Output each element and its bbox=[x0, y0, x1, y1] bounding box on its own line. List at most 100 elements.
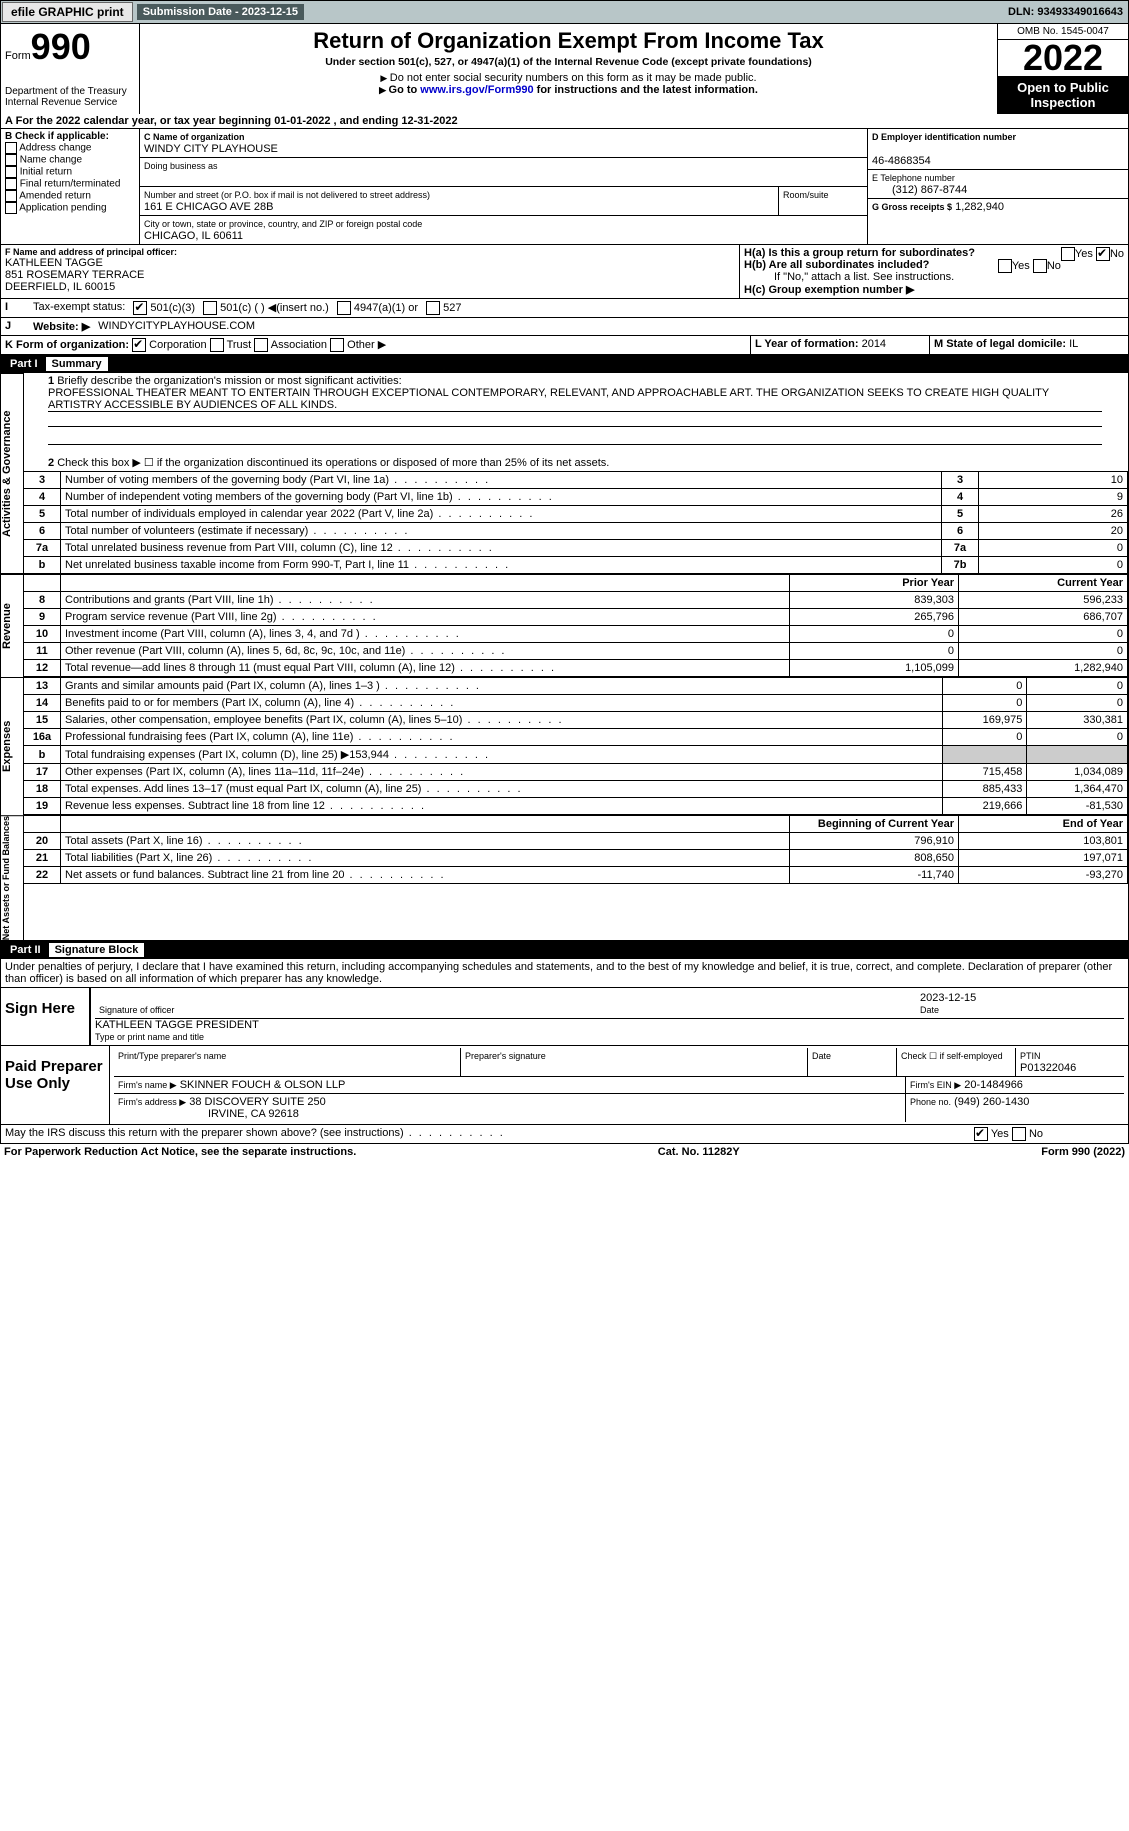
top-bar: efile GRAPHIC print Submission Date - 20… bbox=[0, 0, 1129, 24]
discuss-no-checkbox[interactable] bbox=[1012, 1127, 1026, 1141]
signature-block: Under penalties of perjury, I declare th… bbox=[0, 959, 1129, 1144]
name-label: C Name of organization bbox=[144, 132, 245, 142]
form-org-label: K Form of organization: bbox=[5, 339, 129, 351]
block-b-label: B Check if applicable: bbox=[5, 131, 135, 142]
form-title: Return of Organization Exempt From Incom… bbox=[144, 28, 993, 54]
room-label: Room/suite bbox=[783, 190, 829, 200]
firm-phone-label: Phone no. bbox=[910, 1097, 951, 1107]
officer-name: KATHLEEN TAGGE bbox=[5, 257, 735, 269]
form-number: 990 bbox=[31, 26, 91, 67]
checkbox[interactable] bbox=[5, 154, 17, 166]
k-other-checkbox[interactable] bbox=[330, 338, 344, 352]
k-trust-checkbox[interactable] bbox=[210, 338, 224, 352]
checkbox[interactable] bbox=[5, 178, 17, 190]
ein-label: D Employer identification number bbox=[872, 132, 1016, 142]
hb-yes-checkbox[interactable] bbox=[998, 259, 1012, 273]
tab-netassets: Net Assets or Fund Balances bbox=[1, 815, 24, 940]
tab-expenses: Expenses bbox=[1, 677, 24, 815]
sig-date-label: Date bbox=[920, 1005, 939, 1015]
irs-link[interactable]: www.irs.gov/Form990 bbox=[420, 84, 533, 96]
checkbox[interactable] bbox=[5, 190, 17, 202]
part1-bar: Part I Summary bbox=[0, 355, 1129, 373]
sig-date: 2023-12-15 bbox=[920, 992, 976, 1004]
part2-bar: Part II Signature Block bbox=[0, 941, 1129, 959]
mission-text: PROFESSIONAL THEATER MEANT TO ENTERTAIN … bbox=[48, 387, 1102, 412]
website-value: WINDYCITYPLAYHOUSE.COM bbox=[94, 318, 259, 335]
website-row: J Website: ▶ WINDYCITYPLAYHOUSE.COM bbox=[0, 318, 1129, 336]
addr-label: Number and street (or P.O. box if mail i… bbox=[144, 190, 430, 200]
tax-year: 2022 bbox=[998, 40, 1128, 76]
state-domicile-label: M State of legal domicile: bbox=[934, 338, 1066, 350]
ssn-warning: Do not enter social security numbers on … bbox=[390, 72, 757, 84]
page-footer: For Paperwork Reduction Act Notice, see … bbox=[0, 1144, 1129, 1160]
ptin-label: PTIN bbox=[1020, 1051, 1041, 1061]
officer-addr1: 851 ROSEMARY TERRACE bbox=[5, 269, 735, 281]
state-domicile-value: IL bbox=[1069, 338, 1078, 350]
discuss-yes-checkbox[interactable] bbox=[974, 1127, 988, 1141]
city-label: City or town, state or province, country… bbox=[144, 219, 422, 229]
h-b-note: If "No," attach a list. See instructions… bbox=[744, 271, 1124, 283]
prep-sig-label: Preparer's signature bbox=[465, 1051, 546, 1061]
entity-block: B Check if applicable: Address change Na… bbox=[0, 129, 1129, 245]
checkbox[interactable] bbox=[5, 166, 17, 178]
prep-date-label: Date bbox=[812, 1051, 831, 1061]
prep-name-label: Print/Type preparer's name bbox=[118, 1051, 226, 1061]
footer-left: For Paperwork Reduction Act Notice, see … bbox=[4, 1146, 356, 1158]
ha-yes-checkbox[interactable] bbox=[1061, 247, 1075, 261]
efile-print-button[interactable]: efile GRAPHIC print bbox=[2, 2, 133, 22]
tab-activities: Activities & Governance bbox=[1, 373, 24, 574]
officer-label: F Name and address of principal officer: bbox=[5, 247, 735, 257]
submission-date: Submission Date - 2023-12-15 bbox=[137, 4, 304, 20]
dept-treasury: Department of the Treasury Internal Reve… bbox=[5, 86, 135, 108]
gross-receipts-label: G Gross receipts $ bbox=[872, 202, 952, 212]
dln-label: DLN: 93493349016643 bbox=[1008, 6, 1127, 18]
i-501c3-checkbox[interactable] bbox=[133, 301, 147, 315]
i-4947-checkbox[interactable] bbox=[337, 301, 351, 315]
ha-no-checkbox[interactable] bbox=[1096, 247, 1110, 261]
h-c: H(c) Group exemption number ▶ bbox=[744, 283, 1124, 296]
org-name: WINDY CITY PLAYHOUSE bbox=[144, 143, 278, 155]
h-b: H(b) Are all subordinates included? bbox=[744, 259, 929, 271]
street-address: 161 E CHICAGO AVE 28B bbox=[144, 201, 273, 213]
firm-name-label: Firm's name ▶ bbox=[118, 1080, 177, 1090]
gross-receipts-value: 1,282,940 bbox=[955, 201, 1004, 213]
firm-addr1: 38 DISCOVERY SUITE 250 bbox=[189, 1096, 326, 1108]
i-501c-checkbox[interactable] bbox=[203, 301, 217, 315]
mission-label: Briefly describe the organization's miss… bbox=[57, 375, 401, 387]
perjury-declaration: Under penalties of perjury, I declare th… bbox=[1, 959, 1128, 988]
checkbox[interactable] bbox=[5, 202, 17, 214]
k-assoc-checkbox[interactable] bbox=[254, 338, 268, 352]
paid-preparer-label: Paid Preparer Use Only bbox=[1, 1046, 109, 1124]
city-state-zip: CHICAGO, IL 60611 bbox=[144, 230, 243, 242]
tax-exempt-row: I Tax-exempt status: 501(c)(3) 501(c) ( … bbox=[0, 299, 1129, 318]
form-subtitle: Under section 501(c), 527, or 4947(a)(1)… bbox=[144, 56, 993, 68]
summary-grid: Activities & Governance 1 Briefly descri… bbox=[0, 373, 1129, 574]
self-employed-check: Check ☐ if self-employed bbox=[901, 1051, 1003, 1061]
firm-addr-label: Firm's address ▶ bbox=[118, 1097, 186, 1107]
firm-name: SKINNER FOUCH & OLSON LLP bbox=[180, 1079, 346, 1091]
firm-ein: 20-1484966 bbox=[964, 1079, 1023, 1091]
ein-value: 46-4868354 bbox=[872, 155, 931, 167]
k-corp-checkbox[interactable] bbox=[132, 338, 146, 352]
tab-revenue: Revenue bbox=[1, 574, 24, 677]
form-word: Form bbox=[5, 50, 31, 62]
year-formation-value: 2014 bbox=[862, 338, 886, 350]
footer-right: Form 990 (2022) bbox=[1041, 1146, 1125, 1158]
i-527-checkbox[interactable] bbox=[426, 301, 440, 315]
firm-phone: (949) 260-1430 bbox=[954, 1096, 1029, 1108]
h-a: H(a) Is this a group return for subordin… bbox=[744, 247, 975, 259]
form-header: Form990 Department of the Treasury Inter… bbox=[0, 24, 1129, 114]
officer-group-block: F Name and address of principal officer:… bbox=[0, 245, 1129, 299]
year-formation-label: L Year of formation: bbox=[755, 338, 859, 350]
line2: Check this box ▶ ☐ if the organization d… bbox=[57, 457, 609, 469]
phone-value: (312) 867-8744 bbox=[872, 184, 967, 196]
tax-exempt-label: Tax-exempt status: bbox=[29, 299, 129, 317]
period-line: A For the 2022 calendar year, or tax yea… bbox=[0, 114, 1129, 129]
sign-here-label: Sign Here bbox=[1, 988, 89, 1045]
ptin-value: P01322046 bbox=[1020, 1062, 1076, 1074]
checkbox[interactable] bbox=[5, 142, 17, 154]
discuss-question: May the IRS discuss this return with the… bbox=[1, 1125, 970, 1143]
hb-no-checkbox[interactable] bbox=[1033, 259, 1047, 273]
firm-ein-label: Firm's EIN ▶ bbox=[910, 1080, 961, 1090]
website-label: Website: ▶ bbox=[29, 318, 94, 335]
